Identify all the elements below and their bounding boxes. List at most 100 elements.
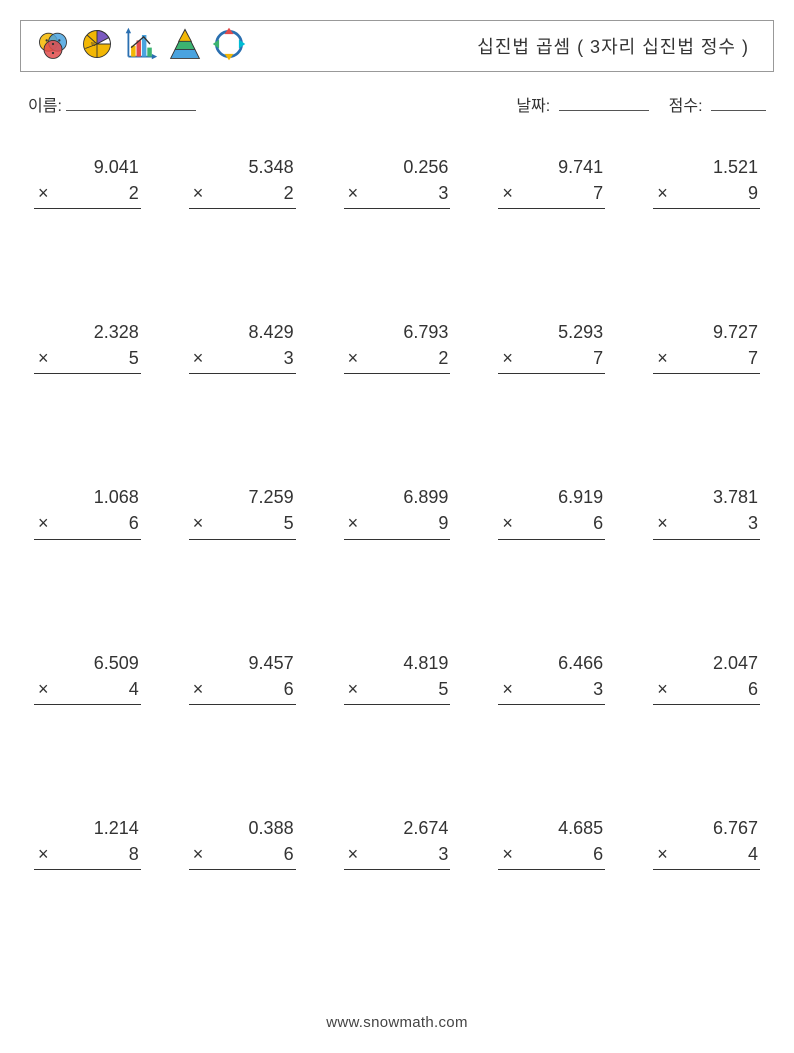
- worksheet-title: 십진법 곱셈 ( 3자리 십진법 정수 ): [477, 33, 759, 59]
- multiplier: 2: [284, 180, 294, 206]
- worksheet-grid: 9.041×25.348×20.256×39.741×71.521×92.328…: [34, 154, 760, 870]
- multiplicand: 6.793: [344, 319, 451, 345]
- operator: ×: [502, 510, 513, 536]
- operator: ×: [657, 345, 668, 371]
- pie-icon: %: [79, 26, 115, 67]
- multiplier: 9: [748, 180, 758, 206]
- problem: 9.741× 7: [498, 154, 605, 209]
- operator: ×: [502, 180, 513, 206]
- score-blank[interactable]: [711, 93, 766, 111]
- problem: 2.674× 3: [344, 815, 451, 870]
- multiplicand: 1.214: [34, 815, 141, 841]
- multiplier: 2: [438, 345, 448, 371]
- date-label: 날짜:: [516, 98, 550, 115]
- problem: 9.727× 7: [653, 319, 760, 374]
- multiplier: 2: [129, 180, 139, 206]
- operator: ×: [38, 676, 49, 702]
- problem: 7.259× 5: [189, 484, 296, 539]
- operator: ×: [193, 841, 204, 867]
- problem: 6.767×4: [653, 815, 760, 870]
- operator: ×: [657, 676, 668, 702]
- problem: 0.388×6: [189, 815, 296, 870]
- multiplier: 6: [284, 676, 294, 702]
- problem: 4.685× 6: [498, 815, 605, 870]
- problem: 6.919× 6: [498, 484, 605, 539]
- header-box: %: [20, 20, 774, 72]
- multiplicand: 9.741: [498, 154, 605, 180]
- date-blank[interactable]: [559, 93, 649, 111]
- multiplicand: 8.429: [189, 319, 296, 345]
- multiplicand: 0.256: [344, 154, 451, 180]
- operator: ×: [657, 510, 668, 536]
- multiplicand: 4.685: [498, 815, 605, 841]
- operator: ×: [38, 510, 49, 536]
- icon-strip: %: [35, 26, 247, 67]
- multiplicand: 5.293: [498, 319, 605, 345]
- multiplier: 9: [438, 510, 448, 536]
- problem: 1.068× 6: [34, 484, 141, 539]
- problem: 6.509× 4: [34, 650, 141, 705]
- problem: 5.293× 7: [498, 319, 605, 374]
- multiplier: 3: [438, 180, 448, 206]
- problem: 4.819×5: [344, 650, 451, 705]
- multiplicand: 2.047: [653, 650, 760, 676]
- operator: ×: [348, 345, 359, 371]
- operator: ×: [502, 676, 513, 702]
- multiplicand: 7.259: [189, 484, 296, 510]
- multiplicand: 9.727: [653, 319, 760, 345]
- operator: ×: [348, 180, 359, 206]
- problem: 0.256× 3: [344, 154, 451, 209]
- multiplier: 7: [593, 180, 603, 206]
- multiplier: 3: [284, 345, 294, 371]
- multiplier: 6: [748, 676, 758, 702]
- multiplier: 3: [593, 676, 603, 702]
- meta-row: 이름: 날짜: 점수:: [28, 92, 766, 116]
- problem: 9.457× 6: [189, 650, 296, 705]
- problem: 6.899×9: [344, 484, 451, 539]
- multiplicand: 4.819: [344, 650, 451, 676]
- name-blank[interactable]: [66, 93, 196, 111]
- multiplier: 7: [593, 345, 603, 371]
- operator: ×: [348, 510, 359, 536]
- multiplicand: 2.674: [344, 815, 451, 841]
- multiplier: 5: [284, 510, 294, 536]
- operator: ×: [193, 510, 204, 536]
- operator: ×: [193, 180, 204, 206]
- problem: 2.047× 6: [653, 650, 760, 705]
- problem: 5.348×2: [189, 154, 296, 209]
- multiplicand: 1.068: [34, 484, 141, 510]
- multiplier: 8: [129, 841, 139, 867]
- multiplier: 3: [438, 841, 448, 867]
- problem: 2.328×5: [34, 319, 141, 374]
- operator: ×: [348, 841, 359, 867]
- date-field: 날짜:: [516, 92, 648, 116]
- multiplicand: 6.509: [34, 650, 141, 676]
- multiplicand: 9.457: [189, 650, 296, 676]
- problem: 8.429× 3: [189, 319, 296, 374]
- operator: ×: [193, 345, 204, 371]
- operator: ×: [193, 676, 204, 702]
- operator: ×: [502, 841, 513, 867]
- multiplier: 5: [129, 345, 139, 371]
- problem: 1.521×9: [653, 154, 760, 209]
- operator: ×: [38, 841, 49, 867]
- multiplicand: 3.781: [653, 484, 760, 510]
- operator: ×: [657, 180, 668, 206]
- multiplier: 6: [593, 510, 603, 536]
- multiplier: 7: [748, 345, 758, 371]
- multiplicand: 6.466: [498, 650, 605, 676]
- multiplicand: 6.767: [653, 815, 760, 841]
- multiplier: 3: [748, 510, 758, 536]
- operator: ×: [502, 345, 513, 371]
- footer-url: www.snowmath.com: [0, 1014, 794, 1031]
- problem: 9.041× 2: [34, 154, 141, 209]
- multiplier: 6: [593, 841, 603, 867]
- multiplicand: 9.041: [34, 154, 141, 180]
- multiplier: 6: [129, 510, 139, 536]
- multiplier: 4: [129, 676, 139, 702]
- pyramid-icon: [167, 26, 203, 67]
- multiplicand: 6.919: [498, 484, 605, 510]
- multiplicand: 0.388: [189, 815, 296, 841]
- operator: ×: [38, 345, 49, 371]
- operator: ×: [38, 180, 49, 206]
